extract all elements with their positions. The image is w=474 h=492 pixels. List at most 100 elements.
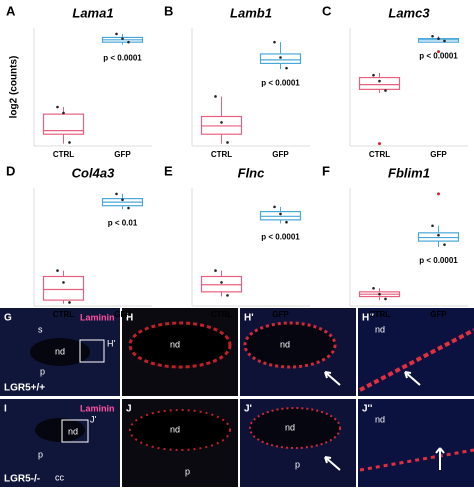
- image: [35, 418, 85, 442]
- p-value: p < 0.0001: [103, 54, 142, 63]
- inset-box: [79, 339, 105, 363]
- x-tick-label: CTRL: [211, 310, 232, 319]
- region-label: p: [295, 459, 300, 469]
- chart-title: Fblim1: [388, 165, 430, 180]
- point: [285, 220, 288, 224]
- box: [259, 53, 302, 64]
- y-axis-label: log2 (counts): [9, 56, 20, 119]
- region-label: nd: [375, 414, 385, 424]
- genotype: LGR5-/-: [4, 474, 40, 485]
- arrow: [324, 371, 341, 386]
- stain-label: Laminin: [80, 403, 115, 413]
- point: [62, 281, 65, 284]
- chart-title: Lamc3: [388, 5, 430, 20]
- outlier: [437, 50, 440, 54]
- box: [358, 76, 401, 90]
- point: [121, 37, 124, 40]
- inset-box: [61, 419, 89, 443]
- micrographs: G H H' H'' I J J' J'' Laminin Laminin LG…: [0, 308, 474, 487]
- region-label: nd: [55, 346, 65, 356]
- panel-letter: H: [126, 313, 133, 324]
- point: [214, 95, 217, 98]
- point: [384, 297, 387, 301]
- region-label: nd: [170, 339, 180, 349]
- p-value: p < 0.0001: [419, 51, 458, 60]
- panel-letter: A: [6, 3, 16, 18]
- panel-letter: G: [4, 313, 12, 324]
- point: [384, 89, 387, 92]
- box: [42, 275, 85, 301]
- region-label: p: [185, 466, 190, 476]
- point: [226, 141, 229, 144]
- panel-letter: E: [164, 163, 173, 178]
- image: [358, 399, 474, 487]
- outlier: [437, 192, 440, 196]
- image: [128, 321, 232, 369]
- panel-letter: C: [322, 3, 332, 18]
- region-label: nd: [375, 324, 385, 334]
- image: [249, 407, 341, 449]
- panel-letter: H': [244, 313, 254, 324]
- panel-letter: B: [164, 3, 173, 18]
- chart-title: Flnc: [238, 165, 265, 180]
- point: [437, 37, 440, 40]
- arrow: [404, 371, 421, 386]
- point: [226, 294, 229, 297]
- x-tick-label: CTRL: [369, 150, 390, 159]
- outlier: [378, 142, 381, 146]
- point: [127, 40, 130, 44]
- region-label: nd: [170, 424, 180, 434]
- region-label: s: [38, 324, 43, 334]
- panel-letter: F: [322, 163, 330, 178]
- point: [378, 79, 381, 83]
- image: [129, 409, 231, 451]
- panel-letter: J: [126, 404, 132, 415]
- x-tick-label: GFP: [272, 310, 289, 319]
- point: [431, 34, 434, 38]
- region-label: p: [38, 449, 43, 459]
- point: [68, 141, 71, 144]
- panel-letter: J'': [362, 404, 372, 415]
- chart-title: Col4a3: [72, 165, 115, 180]
- x-tick-label: GFP: [430, 150, 447, 159]
- p-value: p < 0.0001: [261, 233, 300, 242]
- point: [214, 269, 217, 272]
- p-value: p < 0.0001: [419, 256, 458, 265]
- x-tick-label: GFP: [430, 310, 447, 319]
- point: [62, 111, 65, 115]
- image: [0, 399, 120, 487]
- x-tick-label: CTRL: [211, 150, 232, 159]
- image: [359, 328, 474, 392]
- point: [56, 269, 59, 272]
- x-tick-label: GFP: [272, 150, 289, 159]
- region-label: nd: [280, 339, 290, 349]
- chart-title: Lama1: [72, 5, 113, 20]
- genotype: LGR5+/+: [4, 383, 45, 394]
- image: [243, 321, 337, 369]
- point: [115, 192, 118, 196]
- panel-letter: I: [4, 404, 7, 415]
- x-tick-label: GFP: [114, 310, 131, 319]
- inset-label: J': [90, 414, 97, 424]
- point: [56, 105, 59, 109]
- point: [443, 243, 446, 246]
- x-tick-label: CTRL: [53, 150, 74, 159]
- region-label: p: [40, 366, 45, 376]
- point: [378, 292, 381, 296]
- point: [279, 212, 282, 216]
- point: [68, 301, 71, 304]
- point: [115, 32, 118, 36]
- point: [127, 206, 130, 210]
- point: [443, 39, 446, 43]
- p-value: p < 0.0001: [261, 78, 300, 87]
- p-value: p < 0.01: [108, 218, 138, 227]
- arrow: [324, 456, 341, 471]
- point: [431, 224, 434, 228]
- x-tick-label: CTRL: [369, 310, 390, 319]
- point: [372, 73, 375, 77]
- chart-title: Lamb1: [230, 5, 272, 20]
- region-label: cc: [55, 472, 65, 482]
- x-tick-label: GFP: [114, 150, 131, 159]
- inset-label: H': [107, 338, 115, 348]
